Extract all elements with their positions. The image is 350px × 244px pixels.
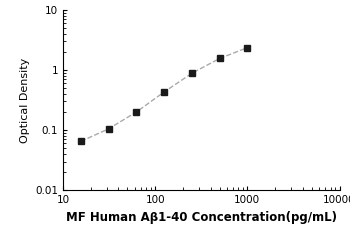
Y-axis label: Optical Density: Optical Density — [20, 57, 30, 143]
X-axis label: MF Human Aβ1-40 Concentration(pg/mL): MF Human Aβ1-40 Concentration(pg/mL) — [66, 211, 337, 224]
